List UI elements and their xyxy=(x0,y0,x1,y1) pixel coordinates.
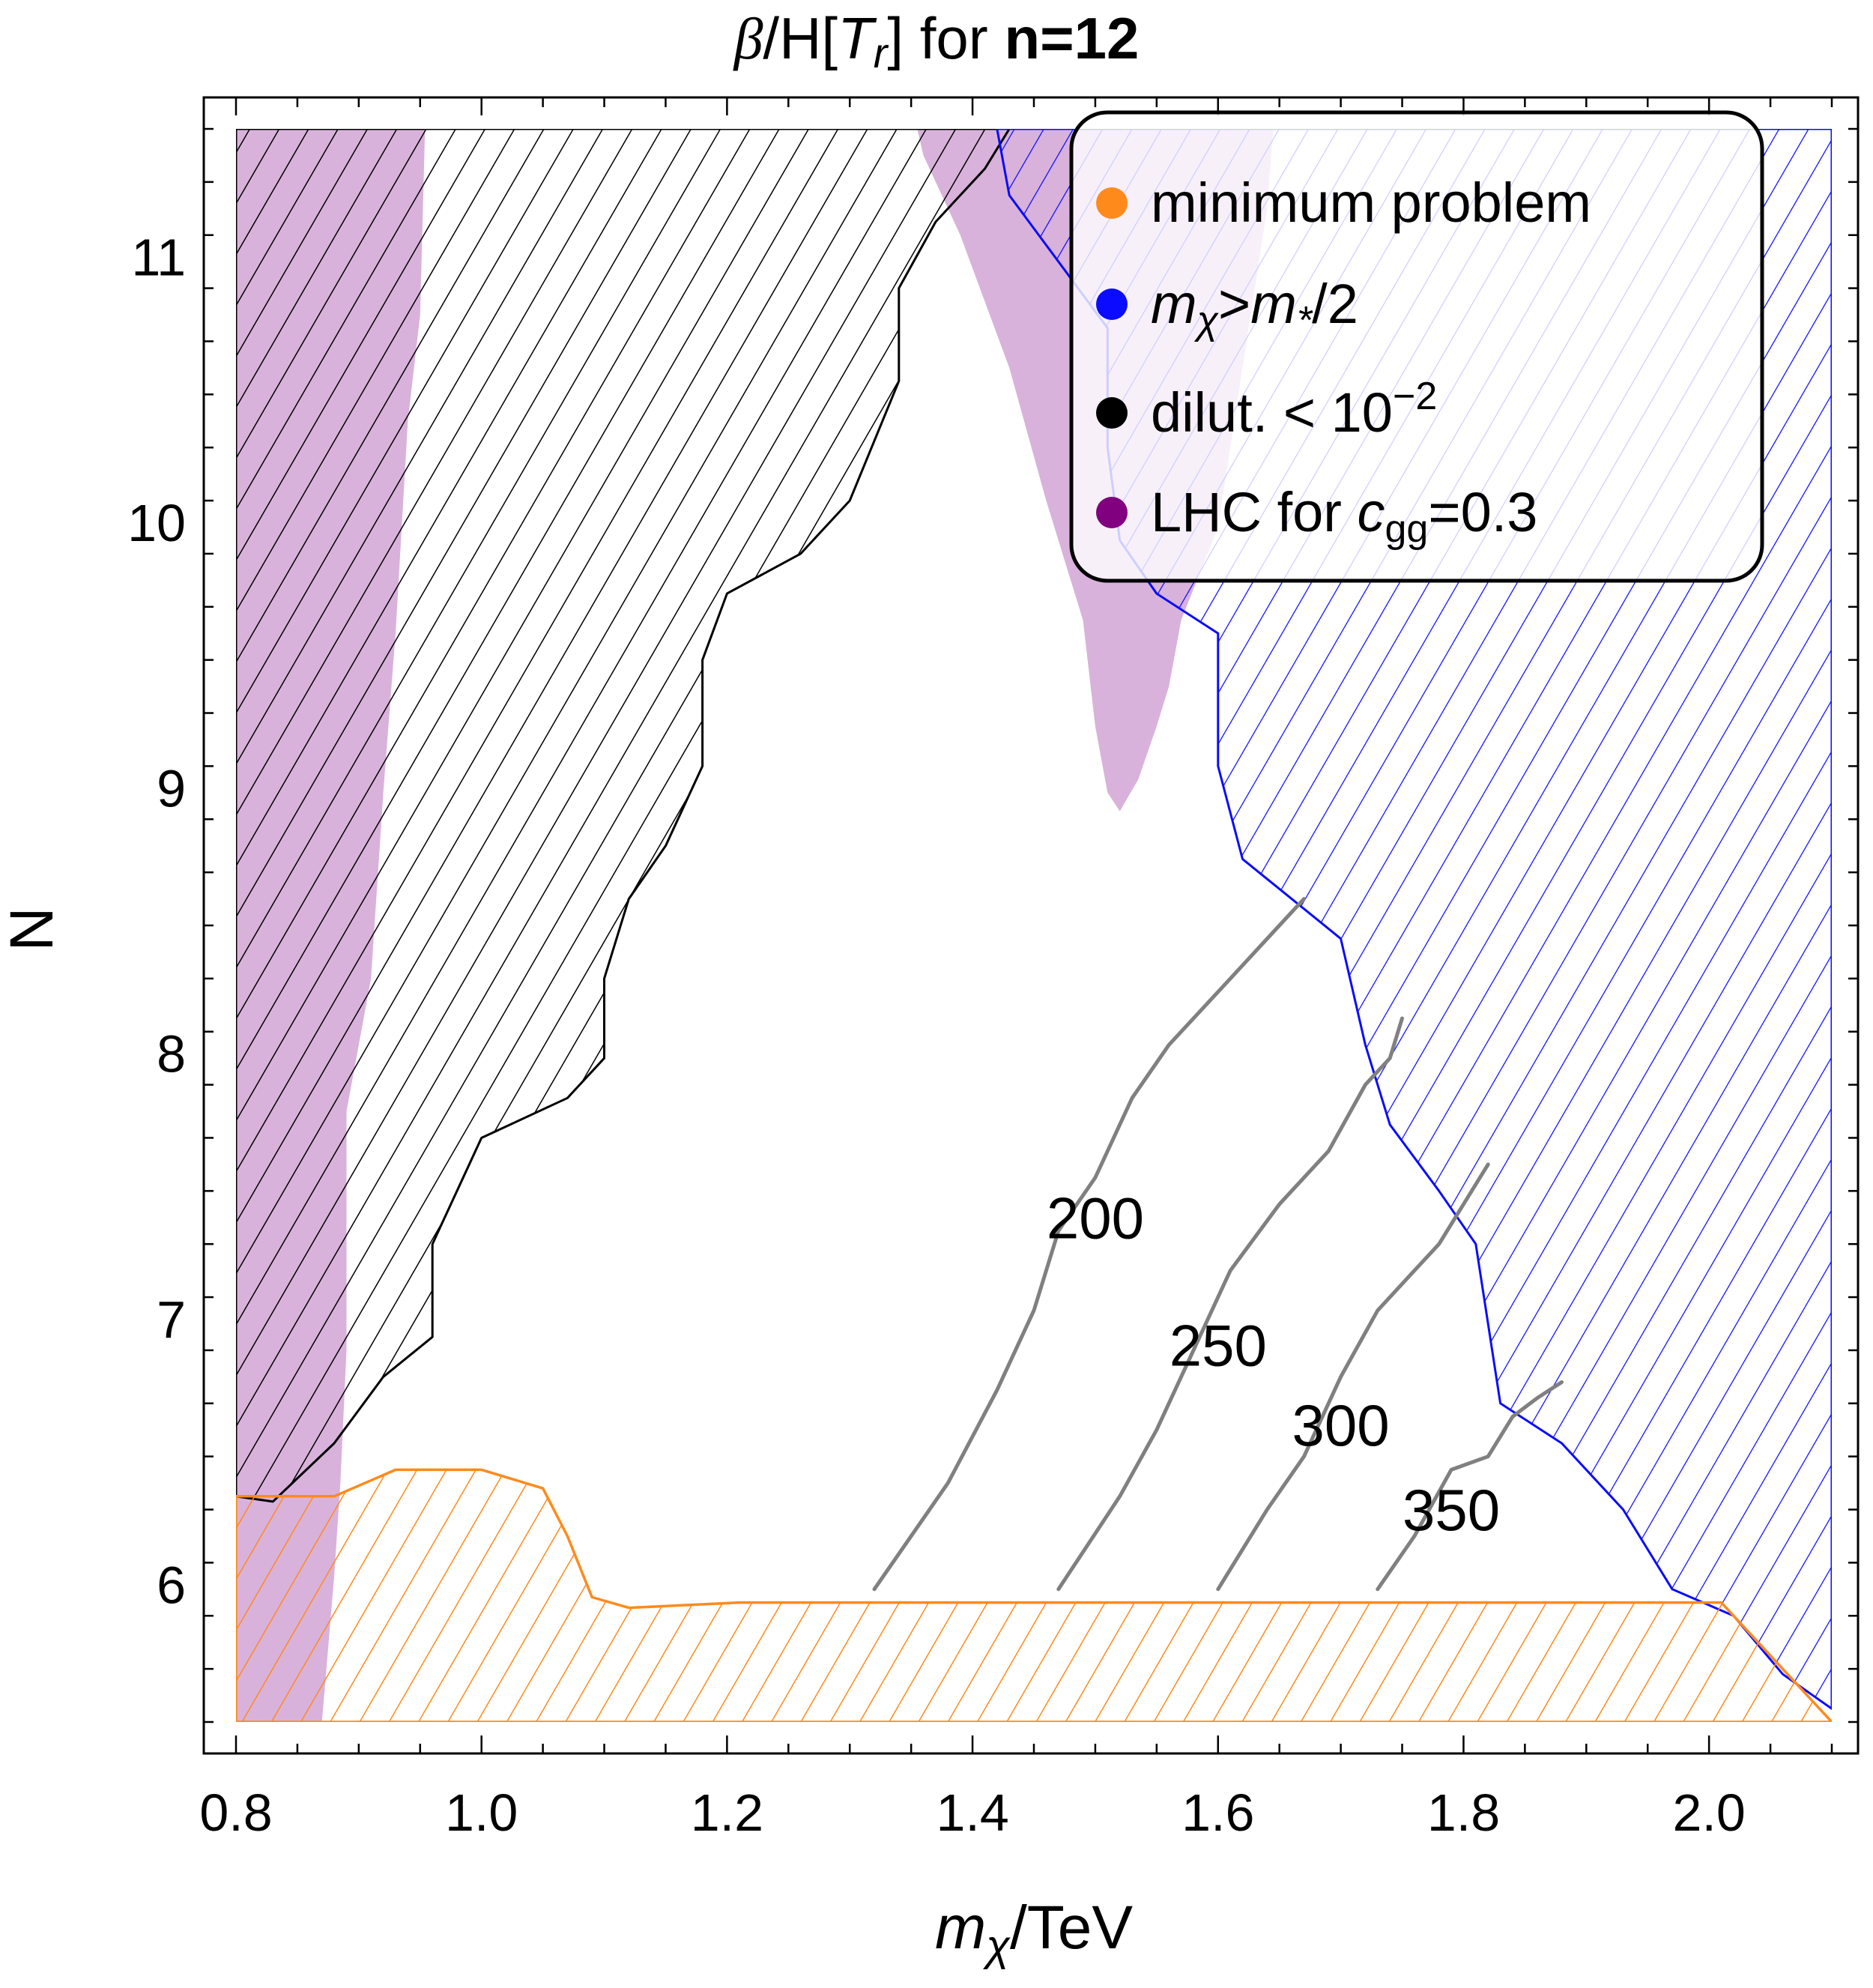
y-tick-label: 6 xyxy=(157,1556,186,1614)
legend-label-lhc: LHC for cgg=0.3 xyxy=(1151,481,1537,551)
legend-label-dilution: dilut. < 10−2 xyxy=(1151,375,1437,444)
y-tick-label: 8 xyxy=(157,1025,186,1084)
x-tick-label: 1.4 xyxy=(936,1783,1008,1842)
contour-line-350 xyxy=(1376,1380,1564,1592)
minimum-problem-region xyxy=(236,1468,1832,1722)
legend-swatch-orange xyxy=(1096,187,1128,219)
contour-line-200 xyxy=(872,897,1306,1592)
legend-label-minimum-problem: minimum problem xyxy=(1151,172,1591,234)
dilution-region xyxy=(236,129,1011,1503)
contour-line-300 xyxy=(1216,1162,1490,1592)
x-tick-label: 1.0 xyxy=(445,1783,518,1842)
contour-label-300: 300 xyxy=(1292,1392,1390,1458)
x-tick-label: 1.2 xyxy=(691,1783,763,1842)
x-tick-label: 1.6 xyxy=(1181,1783,1254,1842)
legend-box xyxy=(1069,110,1764,583)
y-tick-label: 10 xyxy=(127,494,186,552)
legend: minimum problem mχ>m*/2 dilut. < 10−2 LH… xyxy=(1069,110,1764,583)
contour-line-250 xyxy=(1056,1016,1404,1592)
x-tick-label: 2.0 xyxy=(1673,1783,1746,1842)
contour-label-200: 200 xyxy=(1047,1185,1144,1251)
y-axis-label: N xyxy=(0,907,66,951)
ticks-layer: 0.8 1.0 1.2 1.4 1.6 1.8 2.0 6 7 8 9 10 11 xyxy=(127,97,1858,1842)
y-tick-label: 7 xyxy=(157,1290,186,1349)
y-tick-label: 9 xyxy=(157,759,186,818)
legend-swatch-purple xyxy=(1096,497,1128,528)
contour-label-250: 250 xyxy=(1170,1313,1267,1379)
y-tick-label: 11 xyxy=(131,229,186,287)
x-axis-label: mχ/TeV xyxy=(935,1894,1133,1970)
legend-swatch-blue xyxy=(1096,288,1128,320)
legend-swatch-black xyxy=(1096,397,1128,429)
legend-label-mchi-gt-mstar: mχ>m*/2 xyxy=(1151,273,1358,342)
x-tick-label: 0.8 xyxy=(199,1783,272,1842)
chart-title: β/H[Tr] for n=12 xyxy=(733,5,1140,76)
x-tick-label: 1.8 xyxy=(1427,1783,1500,1842)
contour-label-350: 350 xyxy=(1403,1477,1500,1543)
